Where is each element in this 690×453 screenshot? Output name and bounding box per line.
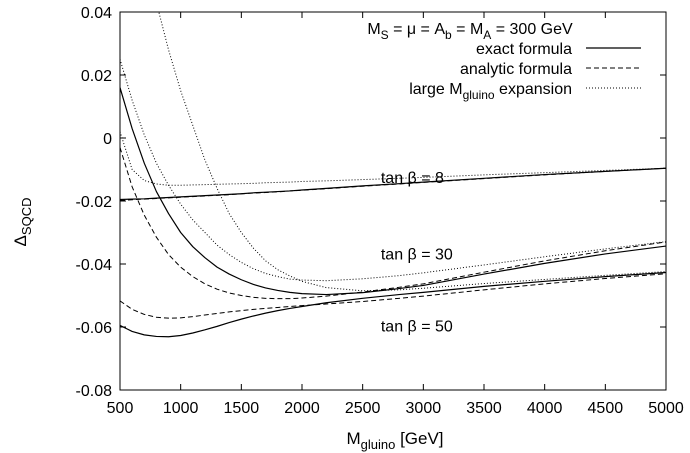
x-tick-label: 2000: [284, 400, 320, 417]
y-tick-label: -0.04: [76, 257, 113, 274]
x-tick-label: 5000: [648, 400, 684, 417]
annotation-tanb-30: tan β = 30: [381, 246, 453, 263]
x-tick-label: 4000: [527, 400, 563, 417]
legend-label-analytic: analytic formula: [460, 61, 572, 78]
series-line-tanb-30-dotted: [120, 59, 666, 282]
x-tick-label: 3500: [466, 400, 502, 417]
y-tick-label: -0.06: [76, 320, 113, 337]
x-axis-ticks: 500 1000 1500 2000 2500 3000 3500 4000 4500 5000: [107, 12, 684, 417]
series-line-tanb-50-dashed: [120, 273, 666, 319]
legend-label-exact: exact formula: [476, 41, 572, 58]
annotation-tanb-50: tan β = 50: [381, 319, 453, 336]
legend-title: MS = μ = Ab = MA = 300 GeV: [367, 21, 573, 42]
series-line-tanb-50-solid: [120, 271, 666, 338]
y-tick-label: -0.02: [76, 194, 113, 211]
x-tick-label: 1500: [224, 400, 260, 417]
y-axis-ticks: -0.08 -0.06 -0.04 -0.02 0 0.02 0.04: [76, 5, 666, 400]
x-tick-label: 3000: [406, 400, 442, 417]
series-line-tanb-50-dotted: [158, 12, 666, 292]
y-tick-label: 0.02: [81, 68, 112, 85]
series-line-tanb-30-dashed: [120, 147, 666, 300]
x-axis-label: Mgluino [GeV]: [346, 429, 443, 452]
x-tick-label: 2500: [345, 400, 381, 417]
legend: MS = μ = Ab = MA = 300 GeV exact formula…: [367, 21, 641, 102]
x-tick-label: 1000: [163, 400, 199, 417]
annotations: tan β = 8 tan β = 30 tan β = 50: [381, 170, 453, 336]
series-group: [120, 12, 666, 338]
series-line-tanb-8-dashed: [120, 167, 666, 201]
y-tick-label: 0: [103, 131, 112, 148]
y-axis-label: ΔSQCD: [11, 198, 34, 247]
x-tick-label: 4500: [588, 400, 624, 417]
series-line-tanb-30-solid: [120, 87, 666, 296]
annotation-tanb-8: tan β = 8: [381, 170, 444, 187]
y-tick-label: 0.04: [81, 5, 112, 22]
y-tick-label: -0.08: [76, 383, 113, 400]
x-tick-label: 500: [107, 400, 134, 417]
series-line-tanb-8-dotted: [120, 131, 666, 186]
legend-label-expansion: large Mgluino expansion: [409, 81, 572, 102]
